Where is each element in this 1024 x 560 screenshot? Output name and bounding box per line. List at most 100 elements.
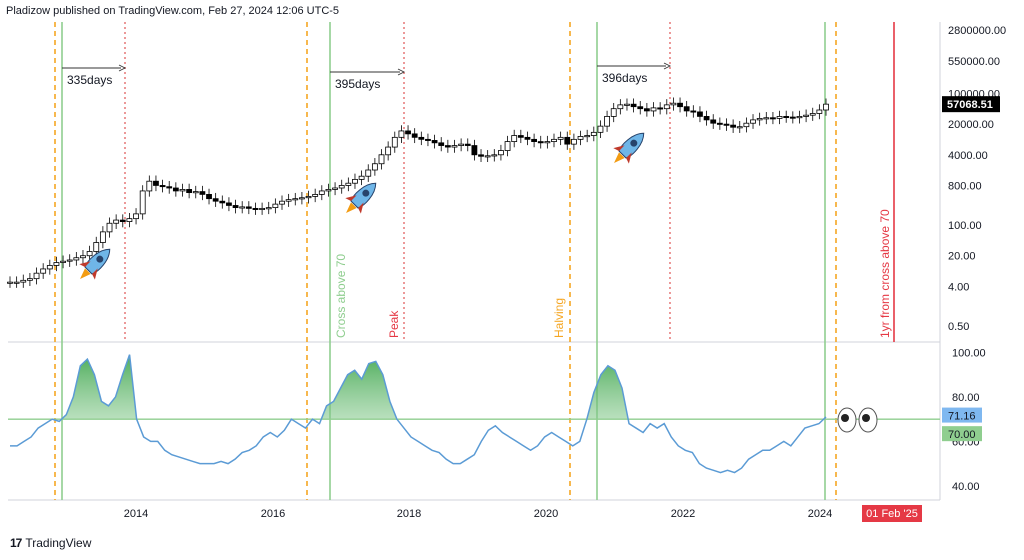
- candle-body: [285, 199, 292, 202]
- candle-body: [66, 259, 73, 262]
- rocket-fins: [79, 261, 98, 280]
- candle-body: [730, 124, 737, 128]
- candle-body: [192, 191, 199, 194]
- price-axis-label: 2800000.00: [948, 25, 1006, 37]
- rocket-flame: [346, 202, 357, 213]
- candle-body: [99, 231, 106, 243]
- candle-body: [40, 268, 47, 274]
- brand-name: TradingView: [25, 536, 92, 550]
- publisher-line: Pladizow published on TradingView.com, F…: [6, 5, 340, 17]
- candle-body: [577, 136, 584, 140]
- rocket-body: [618, 132, 645, 159]
- price-axis-label: 550000.00: [948, 56, 1000, 68]
- candle-body: [796, 116, 803, 119]
- candle-body: [292, 198, 299, 201]
- candle-body: [378, 154, 385, 165]
- candle-body: [219, 200, 226, 204]
- rocket-body: [350, 182, 377, 209]
- candle-body: [444, 145, 451, 148]
- time-axis-label: 2024: [808, 508, 832, 520]
- rsi-value-label: 71.16: [948, 411, 976, 423]
- candle-body: [20, 279, 27, 283]
- candle-body: [451, 145, 458, 148]
- candle-body: [398, 130, 405, 138]
- candle-body: [139, 190, 146, 215]
- vertical-label-1: Peak: [387, 310, 401, 338]
- candle-body: [736, 126, 743, 129]
- chart-canvas[interactable]: 335days 395days 396days Cross above 70 Peak H…: [0, 0, 1024, 530]
- candle-body: [524, 136, 531, 140]
- last-price-label: 57068.51: [947, 99, 993, 111]
- candle-body: [199, 191, 206, 195]
- time-axis-label: 2020: [534, 508, 558, 520]
- candle-body: [411, 133, 418, 138]
- candle-body: [179, 189, 186, 192]
- vertical-label-0: Cross above 70: [334, 254, 348, 338]
- rocket-icon: [79, 248, 111, 280]
- candle-body: [624, 103, 630, 106]
- candle-body: [46, 265, 53, 270]
- candle-body: [318, 190, 325, 195]
- candle-body: [431, 140, 438, 144]
- candle-body: [13, 281, 20, 284]
- candle-body: [226, 202, 232, 206]
- candle-body: [690, 110, 697, 113]
- candle-body: [385, 146, 392, 156]
- candle-body: [86, 251, 93, 257]
- interval-arrowhead-2: [663, 62, 672, 70]
- candle-body: [604, 116, 610, 127]
- eye-pupil-1: [862, 414, 870, 422]
- time-axis-label: 2016: [261, 508, 285, 520]
- candle-body: [186, 189, 193, 193]
- rsi-line: [10, 354, 827, 474]
- candle-body: [637, 106, 644, 110]
- candle-body: [776, 116, 783, 119]
- candle-body: [471, 145, 478, 156]
- rocket-window: [96, 255, 104, 263]
- candle-body: [663, 104, 670, 110]
- rocket-fins: [345, 195, 364, 214]
- rsi-level-badge: [942, 426, 982, 442]
- price-axis-label: 0.50: [948, 321, 969, 333]
- candle-body: [232, 205, 239, 209]
- candle-body: [750, 119, 756, 124]
- candle-body: [478, 154, 484, 157]
- candle-body: [113, 219, 120, 224]
- candle-body: [7, 281, 13, 284]
- candle-body: [73, 257, 80, 261]
- candle-body: [365, 169, 372, 177]
- candle-body: [697, 111, 703, 117]
- price-axis-label: 100.00: [948, 220, 982, 232]
- interval-arrowhead-1: [397, 68, 406, 76]
- candle-body: [703, 116, 710, 121]
- date-badge: [862, 505, 922, 522]
- price-axis-label: 4.00: [948, 281, 969, 293]
- candle-body: [816, 109, 823, 114]
- candle-body: [93, 242, 100, 252]
- candle-body: [630, 103, 637, 108]
- candle-body: [27, 278, 33, 281]
- candle-body: [352, 178, 358, 184]
- candle-body: [358, 175, 365, 180]
- rocket-window: [362, 189, 370, 197]
- candle-body: [133, 213, 139, 220]
- candle-body: [312, 194, 319, 197]
- time-axis-label: 2014: [124, 508, 148, 520]
- candle-body: [212, 198, 219, 202]
- date-badge-label: 01 Feb '25: [866, 508, 918, 520]
- rocket-icon: [613, 132, 645, 164]
- tradingview-brand: 17 TradingView: [10, 536, 91, 550]
- candle-body: [159, 185, 166, 188]
- candle-body: [564, 136, 571, 145]
- candle-body: [53, 262, 60, 266]
- rsi-axis-label: 80.00: [952, 392, 980, 404]
- candle-body: [823, 103, 829, 111]
- candle-body: [418, 136, 425, 140]
- candle-body: [153, 180, 159, 186]
- rsi-level-label: 70.00: [948, 429, 976, 441]
- candle-body: [511, 135, 518, 142]
- candle-body: [146, 180, 153, 192]
- tradingview-logo-icon: 17: [10, 536, 22, 550]
- candle-body: [643, 108, 650, 112]
- interval-label-2: 396days: [602, 71, 647, 85]
